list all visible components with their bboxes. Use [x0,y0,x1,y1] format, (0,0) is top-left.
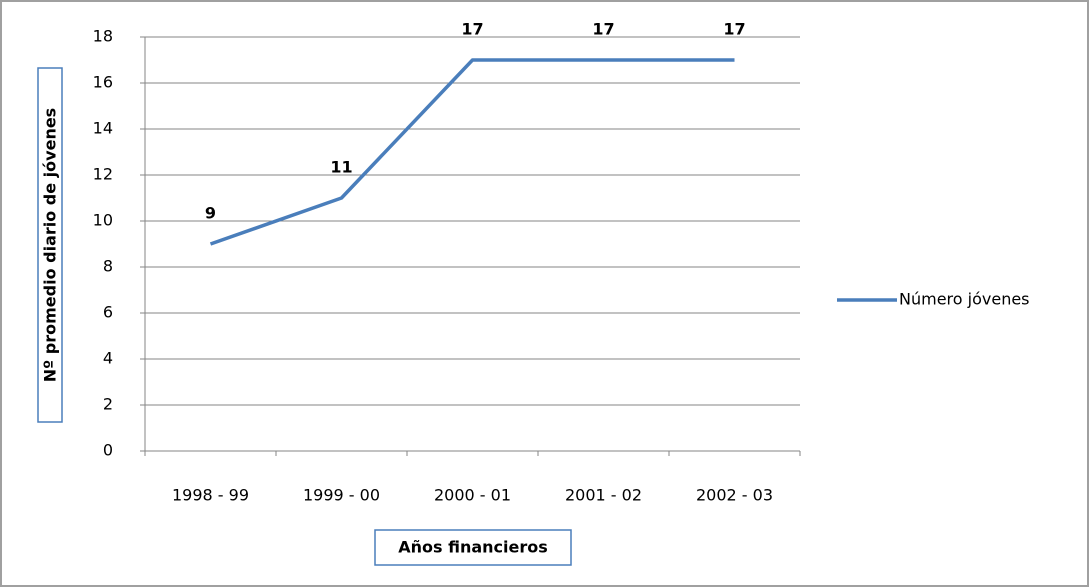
y-tick-label: 12 [93,165,113,184]
data-label: 17 [723,20,745,39]
x-tick-label: 2000 - 01 [434,486,511,505]
x-tick-label: 2002 - 03 [696,486,773,505]
data-label: 11 [330,158,352,177]
x-tick-label: 1998 - 99 [172,486,249,505]
y-tick-label: 2 [103,395,113,414]
y-tick-label: 10 [93,211,113,230]
y-tick-label: 8 [103,257,113,276]
data-label: 9 [205,204,216,223]
x-axis-label: Años financieros [398,538,548,557]
x-tick-label: 2001 - 02 [565,486,642,505]
y-tick-label: 14 [93,119,113,138]
y-tick-label: 0 [103,441,113,460]
y-tick-label: 4 [103,349,113,368]
x-tick-label: 1999 - 00 [303,486,380,505]
y-tick-label: 16 [93,73,113,92]
y-tick-label: 18 [93,27,113,46]
data-label: 17 [592,20,614,39]
x-label-box [374,529,572,566]
y-label-box [37,67,63,423]
data-line [209,58,735,246]
legend-label: Número jóvenes [899,290,1030,309]
y-axis-label: Nº promedio diario de jóvenes [41,108,60,382]
data-label: 17 [461,20,483,39]
y-tick-label: 6 [103,303,113,322]
